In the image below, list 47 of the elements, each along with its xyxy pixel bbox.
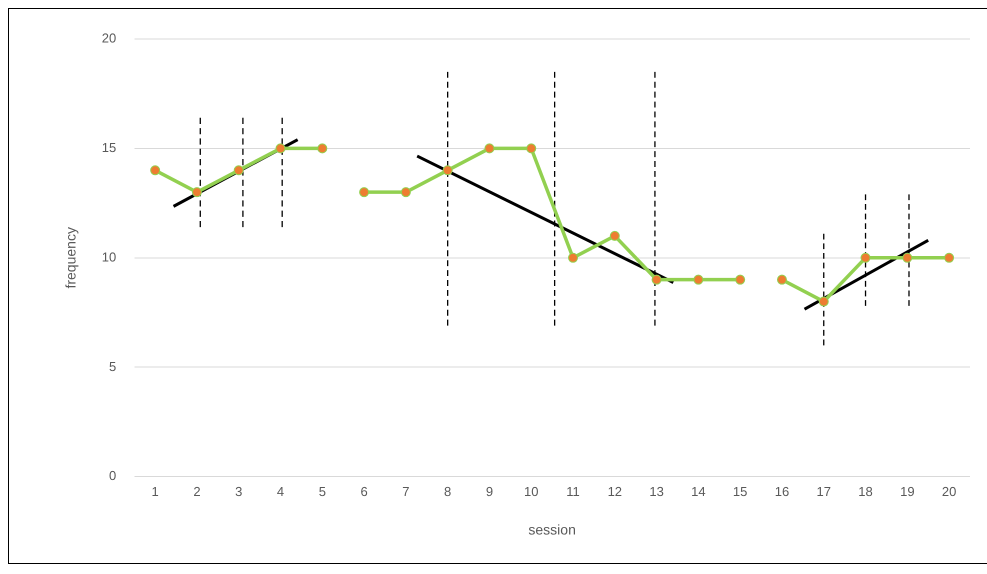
y-tick-label: 15 — [102, 140, 116, 155]
point — [192, 187, 202, 198]
y-tick-label: 0 — [109, 468, 116, 484]
x-tick-label: 16 — [774, 484, 790, 499]
y-tick-label: 20 — [102, 30, 116, 46]
x-tick-label: 4 — [276, 484, 284, 499]
x-tick-label: 20 — [942, 484, 956, 499]
point — [776, 274, 787, 285]
point — [818, 296, 829, 307]
x-tick-label: 19 — [900, 484, 915, 499]
point — [610, 230, 620, 241]
x-tick-label: 17 — [816, 484, 831, 499]
x-tick-label: 13 — [649, 484, 664, 499]
point — [359, 187, 370, 198]
y-tick-label: 5 — [109, 358, 116, 374]
point — [568, 252, 578, 263]
x-tick-label: 8 — [444, 484, 452, 499]
x-tick-label: 6 — [360, 484, 368, 499]
x-tick-label: 1 — [152, 484, 159, 499]
x-tick-label: 12 — [608, 484, 622, 499]
x-tick-label: 3 — [235, 484, 242, 499]
point — [442, 165, 453, 176]
point — [735, 274, 746, 285]
x-tick-label: 10 — [524, 484, 538, 499]
point — [317, 143, 328, 154]
x-tick-label: 9 — [486, 484, 494, 499]
point — [693, 274, 704, 285]
point — [860, 252, 871, 263]
x-tick-label: 5 — [318, 484, 326, 499]
point — [484, 143, 494, 154]
point — [944, 252, 954, 263]
point — [652, 274, 662, 285]
x-tick-label: 7 — [402, 484, 410, 499]
x-tick-label: 18 — [858, 484, 873, 499]
x-tick-label: 14 — [691, 484, 706, 499]
x-tick-label: 2 — [193, 484, 201, 499]
x-tick-label: 15 — [732, 484, 748, 499]
point — [150, 165, 160, 176]
y-tick-label: 10 — [102, 249, 116, 264]
point — [902, 252, 912, 263]
point — [400, 187, 411, 198]
x-axis-title: session — [528, 521, 576, 538]
point — [234, 165, 244, 176]
point — [526, 143, 536, 154]
x-tick-label: 11 — [566, 484, 580, 499]
y-axis-title: frequency — [62, 227, 78, 289]
point — [276, 143, 286, 154]
